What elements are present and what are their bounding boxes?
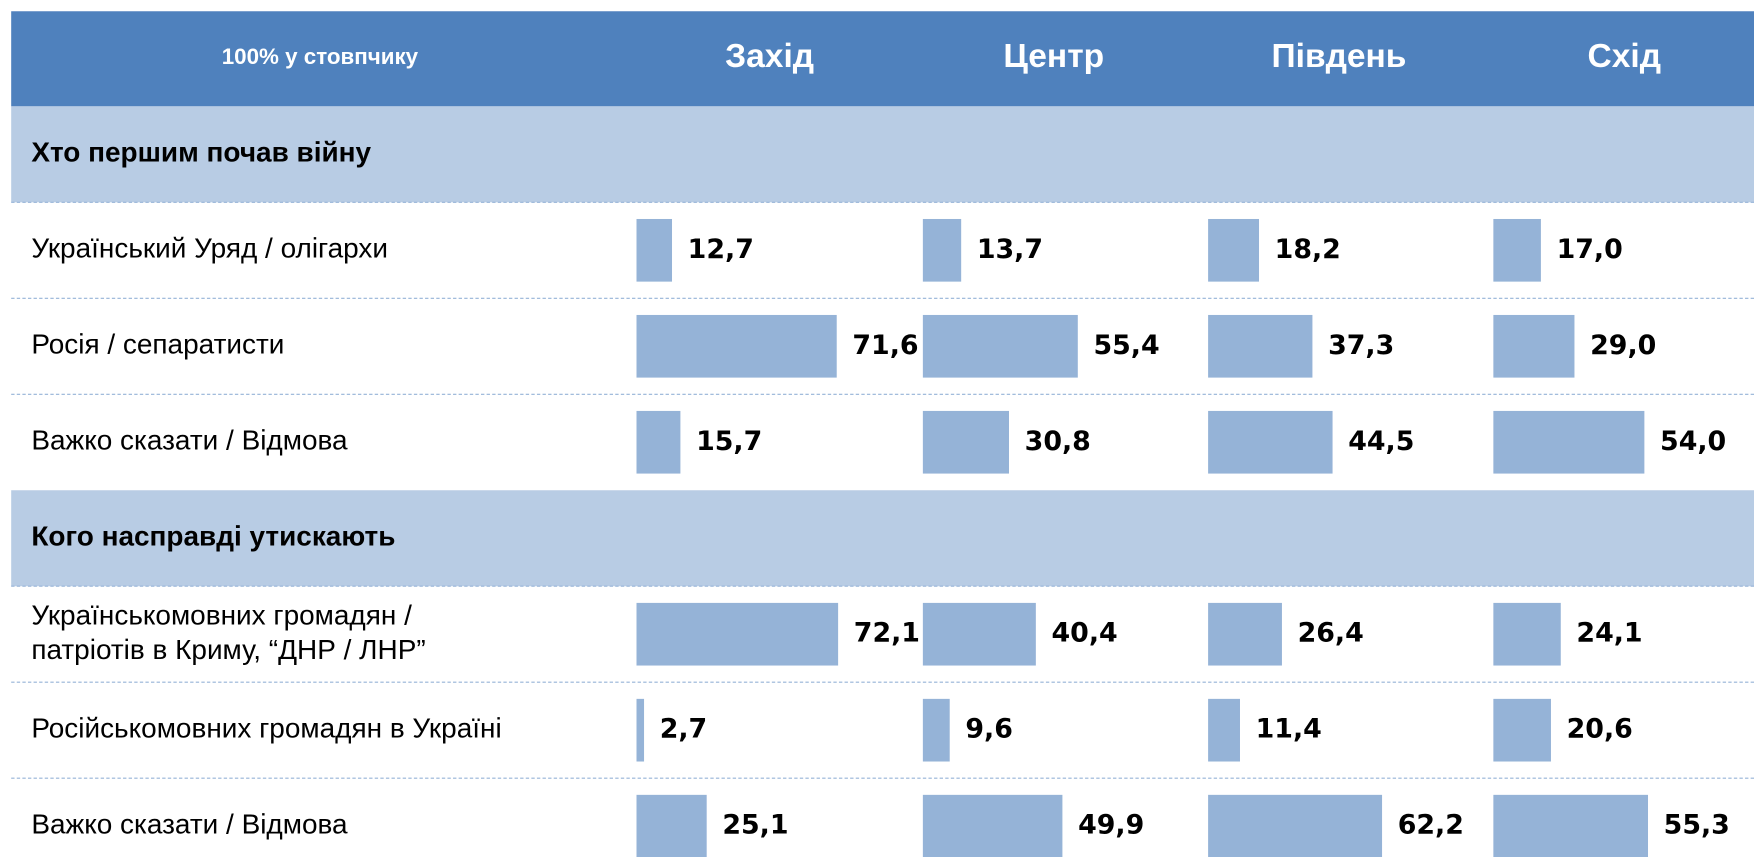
value-label: 37,3 [1328,330,1394,361]
bar [1493,794,1649,857]
row-label: Український Уряд / олігархи [31,233,388,264]
value-label: 20,6 [1567,714,1633,745]
bar [1208,410,1333,474]
row-label: Російськомовних громадян в Україні [31,713,501,744]
value-label: 54,0 [1660,426,1726,457]
value-label: 15,7 [696,426,762,457]
row-label: Українськомовних громадян / [31,599,412,630]
bar [1208,794,1383,857]
value-label: 17,0 [1557,234,1623,265]
row-label: Важко сказати / Відмова [31,425,348,456]
column-header: Схід [1587,38,1661,75]
bar [922,602,1036,666]
value-label: 72,1 [854,618,920,649]
column-header: Південь [1272,38,1407,75]
value-label: 40,4 [1052,618,1118,649]
bar [1493,218,1541,282]
row-label: патріотів в Криму, “ДНР / ЛНР” [31,634,425,665]
section-band [11,106,1754,203]
value-label: 55,3 [1664,810,1730,841]
bar [636,314,837,378]
value-label: 18,2 [1275,234,1341,265]
bar [636,218,673,282]
bar [1493,410,1645,474]
bar [636,794,707,857]
section-title: Хто першим почав війну [31,137,371,168]
row-label: Росія / сепаратисти [31,329,284,360]
column-header: Захід [725,38,814,75]
header-band [11,11,1754,107]
value-label: 49,9 [1078,810,1144,841]
bar [922,410,1009,474]
value-label: 12,7 [688,234,754,265]
value-label: 29,0 [1590,330,1656,361]
value-label: 24,1 [1576,618,1642,649]
bar [922,218,962,282]
value-label: 55,4 [1093,330,1159,361]
value-label: 62,2 [1398,810,1464,841]
header-note: 100% у стовпчику [222,44,419,69]
value-label: 13,7 [977,234,1043,265]
value-label: 26,4 [1298,618,1364,649]
bar [1493,602,1561,666]
bar [1208,218,1260,282]
bar [1493,314,1575,378]
bar [922,314,1078,378]
value-label: 30,8 [1025,426,1091,457]
bar [1208,698,1240,762]
bar [636,410,681,474]
value-label: 71,6 [852,330,918,361]
value-label: 25,1 [722,810,788,841]
section-band [11,490,1754,587]
bar [1208,314,1313,378]
bar [922,698,950,762]
value-label: 11,4 [1256,714,1322,745]
column-header: Центр [1003,38,1104,75]
bar [636,602,839,666]
bar [1493,698,1551,762]
row-label: Важко сказати / Відмова [31,809,348,840]
value-label: 44,5 [1348,426,1414,457]
bar [922,794,1063,857]
bar [1208,602,1282,666]
section-title: Кого насправді утискають [31,521,395,552]
value-label: 9,6 [965,714,1013,745]
bar [636,698,645,762]
value-label: 2,7 [660,714,708,745]
